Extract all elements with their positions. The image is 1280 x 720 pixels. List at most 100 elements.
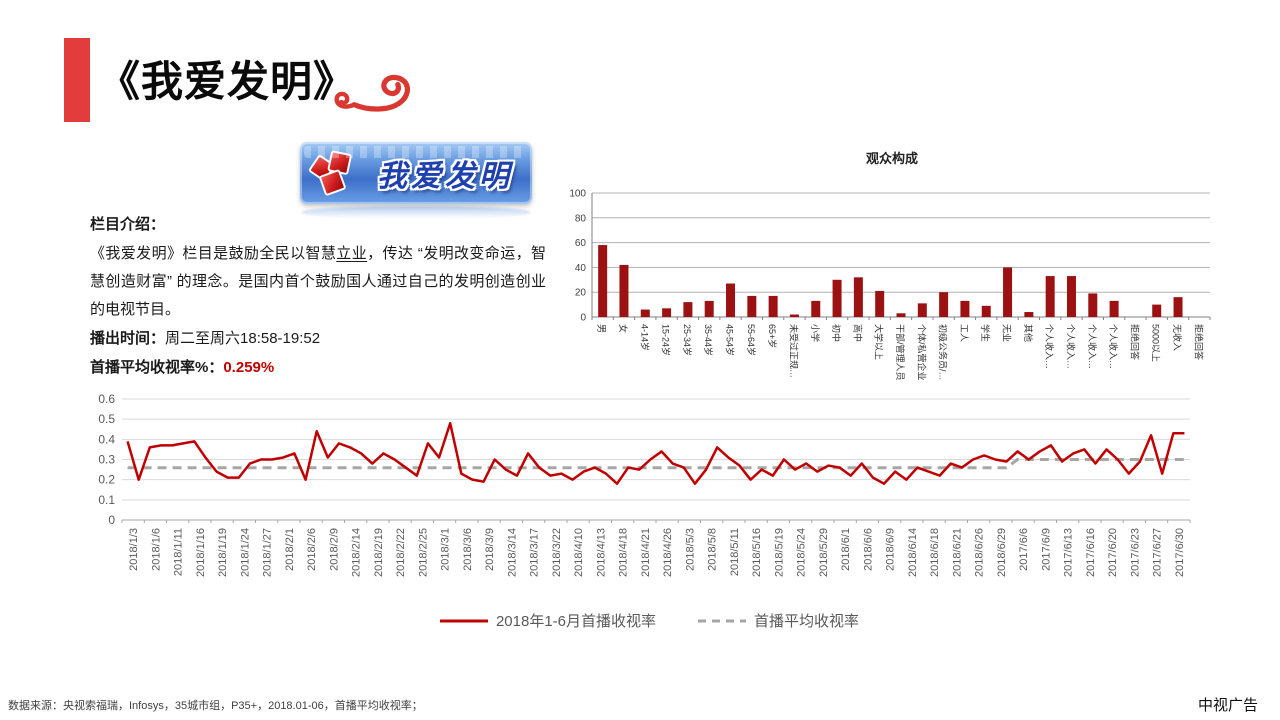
svg-text:无业: 无业 (1002, 324, 1012, 342)
svg-text:2017/6/16: 2017/6/16 (1085, 528, 1097, 577)
svg-text:2018/1/6: 2018/1/6 (150, 528, 162, 571)
page-title: 《我爱发明》 (98, 58, 357, 105)
svg-text:25-34岁: 25-34岁 (682, 324, 693, 356)
svg-text:初中: 初中 (831, 324, 842, 342)
line-chart-canvas: 0 0.1 0.2 0.3 0.4 0.5 0.6 2018/1/3 2018/1/6 2018/… (98, 392, 1191, 577)
svg-text:0.5: 0.5 (98, 412, 115, 426)
legend-item-ratings: 2018年1-6月首播收视率 (439, 610, 657, 631)
svg-text:35-44岁: 35-44岁 (703, 324, 714, 356)
ratings-trend-chart: 0 0.1 0.2 0.3 0.4 0.5 0.6 2018/1/3 2018/1/6 2018/… (92, 386, 1207, 652)
legend-label-ratings: 2018年1-6月首播收视率 (495, 613, 657, 630)
svg-text:0.3: 0.3 (98, 453, 115, 467)
title-accent-bar (64, 38, 90, 122)
svg-text:2018/6/14: 2018/6/14 (907, 528, 919, 577)
intro-body: 《我爱发明》栏目是鼓励全民以智慧立业，传达 “发明改变命运，智慧创造财富” 的理… (90, 240, 546, 324)
svg-text:2018/3/9: 2018/3/9 (484, 528, 496, 571)
svg-text:65+岁: 65+岁 (767, 324, 778, 348)
svg-text:2018/5/29: 2018/5/29 (818, 528, 830, 577)
broadcast-time-line: 播出时间：周二至周六18:58-19:52 (90, 324, 546, 353)
svg-text:2018/5/11: 2018/5/11 (729, 528, 741, 576)
svg-text:未受过正规…: 未受过正规… (788, 324, 799, 378)
legend-dashed-line-swatch (698, 619, 747, 622)
svg-text:高中: 高中 (852, 324, 863, 342)
svg-text:2018/1/24: 2018/1/24 (239, 528, 251, 577)
svg-text:2017/6/9: 2017/6/9 (1040, 528, 1052, 571)
logo-text: 我爱发明 (377, 160, 513, 193)
svg-text:小学: 小学 (810, 324, 821, 342)
svg-text:2018/3/6: 2018/3/6 (462, 528, 474, 571)
svg-text:0: 0 (108, 513, 115, 527)
svg-text:2018/2/1: 2018/2/1 (284, 528, 296, 571)
average-rating-label: 首播平均收视率%： (90, 359, 224, 376)
intro-section: 栏目介绍： 《我爱发明》栏目是鼓励全民以智慧立业，传达 “发明改变命运，智慧创造… (90, 210, 546, 382)
logo-cube-icon (309, 150, 352, 196)
banner-texture (304, 146, 528, 158)
svg-text:2018/2/14: 2018/2/14 (351, 528, 363, 577)
svg-text:60: 60 (575, 238, 587, 249)
svg-text:20: 20 (575, 288, 587, 299)
svg-text:2018/4/10: 2018/4/10 (573, 528, 585, 577)
svg-text:其他: 其他 (1023, 324, 1034, 342)
legend-item-average: 首播平均收视率 (698, 610, 859, 631)
svg-text:2018/6/6: 2018/6/6 (862, 528, 874, 571)
intro-body-underlined-text: 立业 (336, 245, 368, 262)
svg-text:0.4: 0.4 (98, 432, 115, 446)
svg-text:2018/2/19: 2018/2/19 (373, 528, 385, 577)
intro-body-text-2: ，传达 “发明改变命运，智慧创造财富” 的理念。是国内首个鼓励国人通过自己的发明… (90, 245, 546, 318)
svg-text:40: 40 (575, 263, 587, 274)
svg-text:0.6: 0.6 (98, 392, 115, 406)
svg-text:无收入: 无收入 (1172, 324, 1183, 351)
svg-text:45-54岁: 45-54岁 (725, 324, 736, 356)
legend-solid-line-swatch (439, 619, 488, 622)
svg-text:15-24岁: 15-24岁 (661, 324, 672, 356)
svg-text:0.2: 0.2 (98, 473, 115, 487)
svg-text:2018/2/9: 2018/2/9 (328, 528, 340, 571)
logo-reflection (302, 206, 530, 219)
svg-text:干部/管理人员: 干部/管理人员 (895, 324, 906, 381)
svg-text:2018/1/27: 2018/1/27 (262, 528, 274, 577)
average-rating-value: 0.259% (223, 359, 275, 376)
svg-text:2018/5/16: 2018/5/16 (751, 528, 763, 577)
intro-heading: 栏目介绍： (90, 216, 166, 233)
average-rating-line: 首播平均收视率%：0.259% (90, 353, 546, 382)
chart-legend: 2018年1-6月首播收视率 首播平均收视率 (92, 610, 1207, 631)
svg-text:5000以上: 5000以上 (1151, 324, 1161, 362)
svg-text:2018/2/22: 2018/2/22 (395, 528, 407, 577)
svg-text:2018/6/1: 2018/6/1 (840, 528, 852, 571)
svg-text:2018/3/1: 2018/3/1 (440, 528, 452, 571)
svg-text:2017/6/13: 2017/6/13 (1063, 528, 1075, 577)
svg-text:2018/5/19: 2018/5/19 (773, 528, 785, 577)
bar-chart-canvas: 0 20 40 60 80 100 男 女 4-14岁 15-24岁 25-34岁 35-44岁 45-… (569, 189, 1211, 381)
svg-text:2018/6/26: 2018/6/26 (974, 528, 986, 577)
svg-text:55-64岁: 55-64岁 (746, 324, 757, 356)
svg-text:2018/6/9: 2018/6/9 (885, 528, 897, 571)
svg-text:2018/4/26: 2018/4/26 (662, 528, 674, 577)
svg-text:0: 0 (580, 313, 586, 324)
bar-chart-title: 观众构成 (865, 151, 918, 166)
svg-text:男: 男 (597, 324, 607, 333)
svg-text:初级公务员/…: 初级公务员/… (938, 324, 949, 381)
program-logo-banner: 我爱发明 (300, 142, 532, 204)
svg-text:2018/1/11: 2018/1/11 (173, 528, 185, 576)
svg-text:2018/6/29: 2018/6/29 (996, 528, 1008, 577)
svg-text:2017/6/27: 2017/6/27 (1152, 528, 1164, 577)
svg-text:工人: 工人 (959, 324, 969, 342)
svg-text:个人收入…: 个人收入… (1087, 324, 1098, 369)
svg-text:4-14岁: 4-14岁 (639, 324, 650, 351)
broadcast-time-label: 播出时间： (90, 330, 166, 347)
svg-text:2017/6/23: 2017/6/23 (1129, 528, 1141, 577)
svg-text:2017/6/6: 2017/6/6 (1018, 528, 1030, 571)
svg-text:大学以上: 大学以上 (874, 324, 885, 360)
svg-text:2018/1/3: 2018/1/3 (128, 528, 140, 571)
svg-text:个人收入…: 个人收入… (1108, 324, 1119, 369)
cloud-ornament-icon (334, 74, 410, 112)
svg-text:2018/1/16: 2018/1/16 (195, 528, 207, 577)
svg-text:个体/私营企业: 个体/私营企业 (916, 324, 927, 381)
svg-text:2018/4/13: 2018/4/13 (595, 528, 607, 577)
svg-text:拒绝回答: 拒绝回答 (1193, 324, 1204, 360)
svg-text:0.1: 0.1 (98, 493, 115, 507)
svg-text:2018/4/21: 2018/4/21 (640, 528, 652, 577)
svg-text:2018/5/8: 2018/5/8 (707, 528, 719, 571)
svg-text:2018/2/6: 2018/2/6 (306, 528, 318, 571)
